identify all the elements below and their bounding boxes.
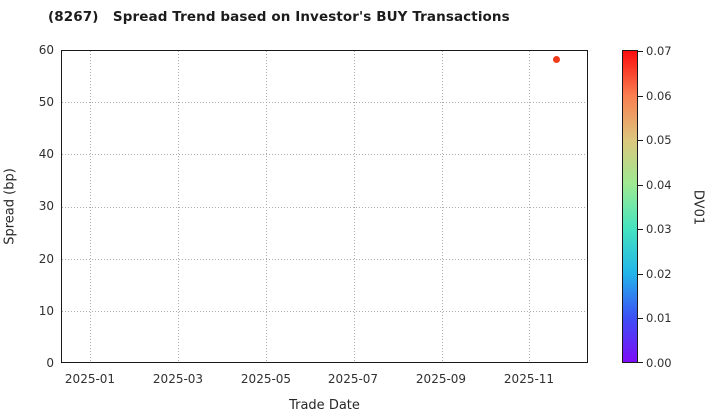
plot-area bbox=[61, 50, 588, 363]
gridline-horizontal bbox=[62, 258, 587, 260]
gridline-vertical bbox=[90, 51, 91, 362]
y-tick-label: 30 bbox=[38, 199, 54, 213]
chart-title: (8267) Spread Trend based on Investor's … bbox=[48, 9, 510, 25]
colorbar-tick bbox=[638, 318, 643, 320]
x-tick-label: 2025-07 bbox=[327, 372, 379, 386]
gridline-horizontal bbox=[62, 154, 587, 156]
x-tick-label: 2025-05 bbox=[240, 372, 292, 386]
colorbar-tick bbox=[638, 273, 643, 275]
colorbar-tick bbox=[638, 51, 643, 52]
gridline-vertical bbox=[529, 51, 530, 362]
y-axis-label: Spread (bp) bbox=[2, 168, 18, 245]
colorbar-tick-label: 0.01 bbox=[646, 311, 672, 325]
colorbar-tick-label: 0.06 bbox=[646, 89, 672, 103]
colorbar-tick bbox=[638, 95, 643, 97]
x-tick-label: 2025-03 bbox=[152, 372, 204, 386]
x-tick-label: 2025-01 bbox=[64, 372, 116, 386]
gridline-vertical bbox=[442, 51, 443, 362]
colorbar-tick-label: 0.00 bbox=[646, 356, 672, 370]
colorbar bbox=[622, 50, 638, 363]
gridline-horizontal bbox=[62, 102, 587, 104]
colorbar-label: DV01 bbox=[690, 189, 706, 225]
gridline-vertical bbox=[354, 51, 355, 362]
colorbar-tick-label: 0.05 bbox=[646, 133, 672, 147]
x-tick-label: 2025-11 bbox=[503, 372, 555, 386]
y-tick-label: 10 bbox=[38, 304, 54, 318]
y-tick-label: 20 bbox=[38, 252, 54, 266]
colorbar-tick-label: 0.04 bbox=[646, 178, 672, 192]
colorbar-tick bbox=[638, 362, 643, 363]
colorbar-tick bbox=[638, 184, 643, 186]
gridline-vertical bbox=[178, 51, 179, 362]
colorbar-tick-label: 0.07 bbox=[646, 44, 672, 58]
colorbar-tick-label: 0.02 bbox=[646, 267, 672, 281]
colorbar-tick-label: 0.03 bbox=[646, 222, 672, 236]
colorbar-tick bbox=[638, 140, 643, 142]
scatter-point bbox=[553, 56, 560, 63]
y-tick-label: 40 bbox=[38, 147, 54, 161]
y-tick-label: 50 bbox=[38, 95, 54, 109]
x-tick-label: 2025-09 bbox=[415, 372, 467, 386]
gridline-horizontal bbox=[62, 310, 587, 312]
y-tick-label: 0 bbox=[46, 356, 54, 370]
gridline-vertical bbox=[266, 51, 267, 362]
x-axis-label: Trade Date bbox=[289, 398, 360, 413]
y-tick-label: 60 bbox=[38, 43, 54, 57]
colorbar-tick bbox=[638, 229, 643, 231]
gridline-horizontal bbox=[62, 206, 587, 208]
